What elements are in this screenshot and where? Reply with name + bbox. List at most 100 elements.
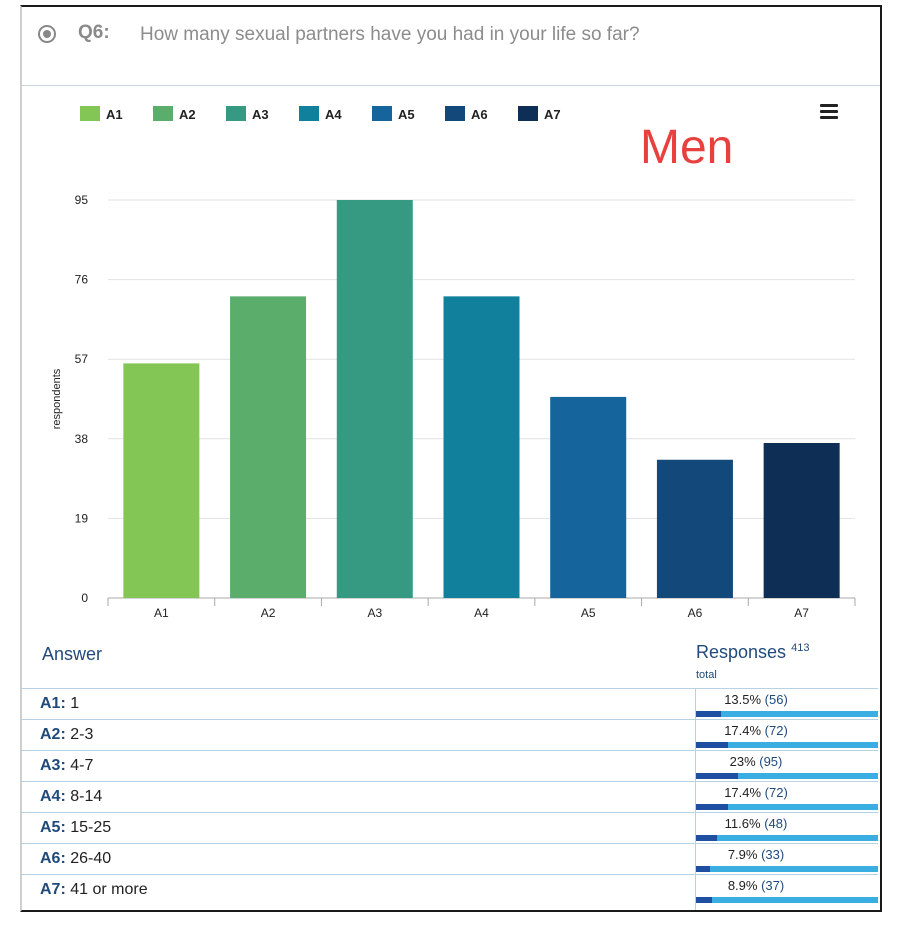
x-tick-label: A4	[474, 606, 489, 620]
answer-label: A7: 41 or more	[40, 881, 148, 899]
answer-label: A3: 4-7	[40, 757, 93, 775]
responses-column-header: Responses 413	[696, 642, 809, 663]
legend-swatch-a1	[80, 106, 100, 121]
response-value: 11.6% (48)	[696, 816, 816, 831]
answer-text: 4-7	[65, 757, 94, 774]
legend-label: A4	[325, 107, 342, 122]
table-row: A6: 26-40 7.9% (33)	[20, 843, 878, 874]
bar-a1	[123, 363, 200, 598]
y-tick-label: 57	[75, 352, 89, 366]
answer-text: 2-3	[65, 726, 94, 743]
response-percent: 11.6%	[724, 816, 761, 831]
annotation-label: Men	[640, 121, 734, 174]
response-bar-fill	[696, 897, 713, 903]
response-bar-fill	[696, 804, 728, 810]
bar-a7	[763, 442, 840, 598]
answer-label: A5: 15-25	[40, 819, 111, 837]
answer-code: A7:	[40, 881, 66, 898]
response-count: (95)	[755, 754, 783, 769]
x-tick-label: A2	[261, 606, 276, 620]
response-value: 8.9% (37)	[696, 878, 816, 893]
response-bar	[696, 866, 878, 872]
answer-column-header: Answer	[42, 644, 103, 664]
answer-code: A2:	[40, 726, 66, 743]
bar-a2	[230, 296, 307, 598]
y-axis-label: respondents	[51, 368, 63, 429]
x-tick-label: A3	[367, 606, 382, 620]
response-percent: 7.9%	[727, 847, 758, 862]
x-tick-label: A1	[154, 606, 169, 620]
responses-header-label: Responses	[696, 642, 787, 662]
x-tick-label: A7	[794, 606, 809, 620]
bar-a5	[550, 396, 627, 598]
response-bar	[696, 897, 878, 903]
legend-label: A2	[179, 107, 196, 122]
response-bar	[696, 835, 878, 841]
answer-text: 1	[65, 695, 80, 712]
response-count: (72)	[761, 723, 788, 738]
response-bar-fill	[696, 835, 718, 841]
response-bar-fill	[696, 866, 711, 872]
table-row: A4: 8-14 17.4% (72)	[20, 781, 878, 812]
legend-label: A3	[252, 107, 269, 122]
response-value: 7.9% (33)	[696, 847, 816, 862]
bar-a6	[656, 459, 733, 598]
answer-code: A5:	[40, 819, 66, 836]
table-row: A7: 41 or more 8.9% (37)	[20, 874, 878, 905]
response-count: (72)	[761, 785, 788, 800]
answer-label: A4: 8-14	[40, 788, 102, 806]
response-value: 17.4% (72)	[696, 785, 816, 800]
answer-text: 41 or more	[65, 881, 148, 898]
y-tick-label: 0	[81, 591, 88, 605]
answer-label: A6: 26-40	[40, 850, 111, 868]
legend-swatch-a7	[518, 106, 538, 121]
table-row: A1: 1 13.5% (56)	[20, 688, 878, 719]
bar-a4	[443, 296, 520, 598]
legend-swatch-a6	[445, 106, 465, 121]
legend-label: A5	[398, 107, 415, 122]
answer-text: 15-25	[65, 819, 112, 836]
hamburger-menu-icon[interactable]	[820, 104, 838, 119]
table-row: A3: 4-7 23% (95)	[20, 750, 878, 781]
question-text: How many sexual partners have you had in…	[140, 24, 640, 45]
response-count: (48)	[760, 816, 788, 831]
answer-code: A4:	[40, 788, 66, 805]
legend-swatch-a5	[372, 106, 392, 121]
response-bar	[696, 742, 878, 748]
response-bar	[696, 711, 878, 717]
answer-text: 8-14	[65, 788, 103, 805]
question-number: Q6:	[78, 22, 110, 43]
table-row: A5: 15-25 11.6% (48)	[20, 812, 878, 843]
response-value: 13.5% (56)	[696, 692, 816, 707]
response-percent: 8.9%	[727, 878, 758, 893]
answer-code: A6:	[40, 850, 66, 867]
y-tick-label: 76	[75, 273, 89, 287]
legend-swatch-a2	[153, 106, 173, 121]
x-tick-label: A5	[581, 606, 596, 620]
legend-label: A1	[106, 107, 123, 122]
response-value: 17.4% (72)	[696, 723, 816, 738]
radio-button-icon[interactable]	[38, 25, 56, 43]
answer-code: A3:	[40, 757, 66, 774]
legend-label: A6	[471, 107, 488, 122]
bar-a3	[336, 200, 413, 598]
column-divider	[695, 688, 696, 910]
answer-label: A1: 1	[40, 695, 79, 713]
y-tick-label: 19	[75, 511, 89, 525]
response-count: (37)	[757, 878, 785, 893]
bar-chart: 0 19 38 57 76 95 respondents A1 A2 A3 A4 A5 A6 A7 A1 A2…	[51, 106, 856, 620]
table-row: A2: 2-3 17.4% (72)	[20, 719, 878, 750]
response-count: (33)	[757, 847, 785, 862]
x-tick-label: A6	[688, 606, 703, 620]
question-header: Q6: How many sexual partners have you ha…	[22, 7, 880, 86]
legend-swatch-a4	[299, 106, 319, 121]
y-tick-label: 38	[75, 432, 89, 446]
response-percent: 23%	[729, 754, 756, 769]
answer-code: A1:	[40, 695, 66, 712]
response-bar	[696, 804, 878, 810]
response-percent: 13.5%	[724, 692, 762, 707]
responses-total-caption: total	[696, 669, 717, 681]
legend-label: A7	[544, 107, 561, 122]
response-bar-fill	[696, 742, 728, 748]
response-bar-fill	[696, 773, 738, 779]
